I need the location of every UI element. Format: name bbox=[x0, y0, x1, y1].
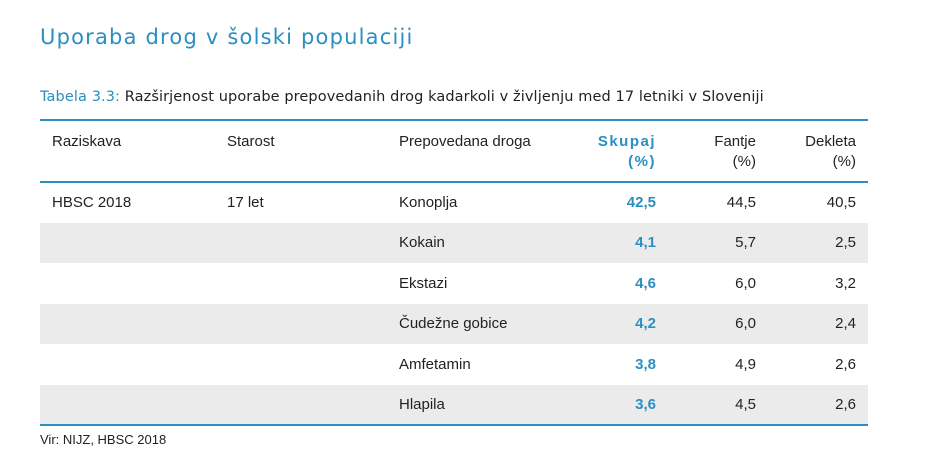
header-study: Raziskava bbox=[40, 119, 226, 183]
header-girls: Dekleta (%) bbox=[768, 119, 868, 183]
cell-study bbox=[40, 223, 226, 264]
cell-drug: Ekstazi bbox=[399, 274, 448, 292]
cell-total: 3,6 bbox=[635, 395, 656, 413]
cell-study bbox=[40, 304, 226, 345]
cell-boys: 5,7 bbox=[735, 234, 756, 252]
cell-total: 4,2 bbox=[635, 315, 656, 333]
header-boys-unit: (%) bbox=[732, 153, 756, 170]
cell-age: 17 let bbox=[227, 194, 264, 212]
table-row: Amfetamin 3,8 4,9 2,6 bbox=[40, 344, 868, 385]
header-girls-label: Dekleta bbox=[805, 133, 856, 150]
header-total-unit: (%) bbox=[628, 153, 656, 170]
header-boys: Fantje (%) bbox=[668, 119, 768, 183]
header-drug: Prepovedana droga bbox=[398, 119, 568, 183]
cell-boys: 4,9 bbox=[735, 355, 756, 373]
header-total-label: Skupaj bbox=[597, 133, 656, 150]
cell-girls: 2,6 bbox=[835, 355, 856, 373]
cell-total: 42,5 bbox=[626, 194, 656, 212]
cell-total: 3,8 bbox=[635, 355, 656, 373]
cell-girls: 2,5 bbox=[835, 234, 856, 252]
cell-age bbox=[226, 304, 398, 345]
cell-drug: Konoplja bbox=[399, 194, 458, 212]
header-age: Starost bbox=[226, 119, 398, 183]
cell-girls: 40,5 bbox=[826, 194, 856, 212]
table-caption-prefix: Tabela 3.3: bbox=[40, 89, 121, 105]
cell-girls: 2,4 bbox=[835, 315, 856, 333]
cell-drug: Amfetamin bbox=[399, 355, 471, 373]
table-header-row: Raziskava Starost Prepovedana droga Skup… bbox=[40, 119, 868, 183]
table-row: Čudežne gobice 4,2 6,0 2,4 bbox=[40, 303, 868, 345]
cell-boys: 44,5 bbox=[726, 194, 756, 212]
cell-total: 4,1 bbox=[635, 234, 656, 252]
cell-drug: Kokain bbox=[399, 234, 445, 252]
header-girls-unit: (%) bbox=[832, 153, 856, 170]
cell-age bbox=[226, 263, 398, 304]
cell-age bbox=[226, 344, 398, 385]
header-total: Skupaj (%) bbox=[568, 119, 668, 183]
table-caption-text: Razširjenost uporabe prepovedanih drog k… bbox=[124, 89, 764, 105]
cell-age bbox=[226, 223, 398, 264]
header-boys-label: Fantje bbox=[714, 133, 756, 150]
table-row: Hlapila 3,6 4,5 2,6 bbox=[40, 384, 868, 426]
table-body: HBSC 2018 17 let Konoplja 42,5 44,5 40,5… bbox=[40, 182, 868, 425]
cell-study bbox=[40, 344, 226, 385]
cell-total: 4,6 bbox=[635, 274, 656, 292]
table-row: Kokain 4,1 5,7 2,5 bbox=[40, 222, 868, 264]
table-caption: Tabela 3.3: Razširjenost uporabe prepove… bbox=[40, 89, 764, 105]
drug-use-table-container: Raziskava Starost Prepovedana droga Skup… bbox=[40, 119, 868, 426]
cell-age bbox=[226, 385, 398, 426]
cell-boys: 6,0 bbox=[735, 274, 756, 292]
cell-girls: 2,6 bbox=[835, 395, 856, 413]
cell-drug: Hlapila bbox=[399, 395, 445, 413]
cell-study bbox=[40, 385, 226, 426]
section-title: Uporaba drog v šolski populaciji bbox=[40, 25, 414, 49]
cell-drug: Čudežne gobice bbox=[399, 315, 508, 333]
table-row: Ekstazi 4,6 6,0 3,2 bbox=[40, 263, 868, 304]
source-note: Vir: NIJZ, HBSC 2018 bbox=[40, 432, 167, 447]
cell-girls: 3,2 bbox=[835, 274, 856, 292]
cell-boys: 6,0 bbox=[735, 315, 756, 333]
cell-boys: 4,5 bbox=[735, 395, 756, 413]
cell-study bbox=[40, 263, 226, 304]
drug-use-table: Raziskava Starost Prepovedana droga Skup… bbox=[40, 119, 868, 426]
table-header: Raziskava Starost Prepovedana droga Skup… bbox=[40, 119, 868, 183]
cell-study: HBSC 2018 bbox=[52, 194, 132, 212]
table-row: HBSC 2018 17 let Konoplja 42,5 44,5 40,5 bbox=[40, 182, 868, 223]
